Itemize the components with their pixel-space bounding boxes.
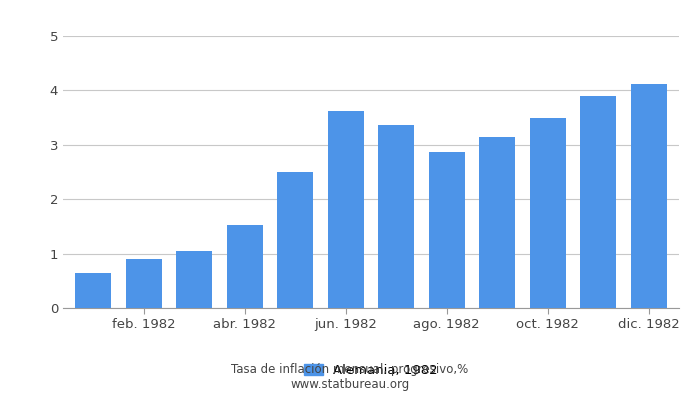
Bar: [428, 152, 465, 308]
Bar: [529, 118, 566, 308]
Bar: [176, 252, 213, 308]
Bar: [125, 259, 162, 308]
Bar: [631, 84, 667, 308]
Bar: [479, 137, 515, 308]
Bar: [580, 96, 617, 308]
Bar: [75, 273, 111, 308]
Legend: Alemania, 1982: Alemania, 1982: [304, 364, 438, 376]
Text: www.statbureau.org: www.statbureau.org: [290, 378, 410, 391]
Bar: [378, 125, 414, 308]
Bar: [328, 111, 364, 308]
Bar: [227, 225, 263, 308]
Bar: [277, 172, 314, 308]
Text: Tasa de inflación mensual, progresivo,%: Tasa de inflación mensual, progresivo,%: [232, 364, 468, 376]
